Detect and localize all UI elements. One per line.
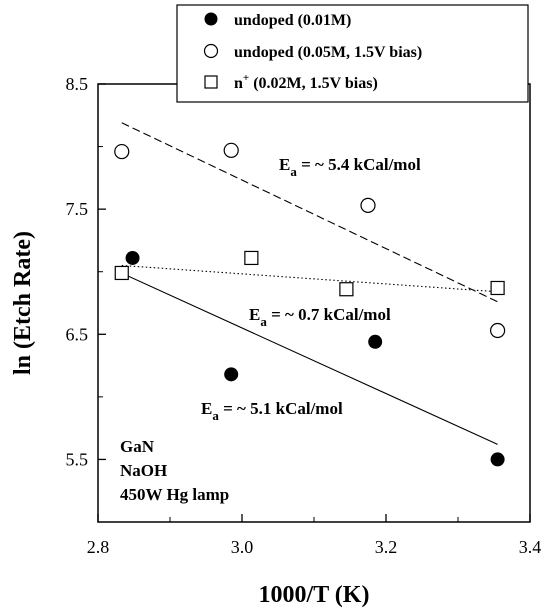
data-point-series-3	[490, 280, 505, 296]
legend-label-nplus: n+ (0.02M, 1.5V bias)	[234, 72, 378, 92]
axis-tick-labels: 2.8 3.0 3.2 3.4 5.5 6.5 7.5 8.5	[66, 74, 542, 557]
x-tick-label: 3.4	[519, 537, 542, 557]
legend-label-undoped-005: undoped (0.05M, 1.5V bias)	[234, 44, 422, 61]
annotation-ea-5-4: Ea = ~ 5.4 kCal/mol	[279, 155, 421, 179]
data-point-series-3	[114, 265, 129, 281]
data-point-series-1	[125, 250, 140, 265]
data-point-series-3	[339, 282, 354, 297]
x-axis-title: 1000/T (K)	[259, 582, 370, 608]
data-point-series-1	[224, 367, 239, 382]
data-point-series-2	[360, 197, 376, 213]
x-tick-label: 3.0	[231, 537, 254, 557]
y-tick-label: 7.5	[66, 199, 89, 219]
x-tick-label: 3.2	[375, 537, 398, 557]
legend-box	[176, 4, 529, 103]
data-point-series-1	[368, 334, 383, 349]
y-tick-label: 5.5	[66, 449, 89, 469]
legend-marker-filled-circle	[204, 12, 218, 26]
annotation-ea-5-1: Ea = ~ 5.1 kCal/mol	[201, 399, 343, 423]
data-points	[114, 142, 506, 467]
fit-line-series-1	[126, 274, 498, 445]
data-point-series-1	[490, 452, 505, 467]
fit-line-series-3	[121, 264, 498, 293]
legend-marker-open-square	[204, 75, 218, 89]
legend: undoped (0.01M) undoped (0.05M, 1.5V bia…	[176, 4, 529, 103]
data-point-series-2	[223, 142, 239, 158]
x-tick-label: 2.8	[87, 537, 110, 557]
fit-lines	[121, 122, 498, 445]
fit-line-series-2	[121, 122, 498, 303]
y-axis-title: ln (Etch Rate)	[10, 231, 36, 375]
data-point-series-3	[244, 250, 259, 266]
y-tick-label: 8.5	[66, 74, 89, 94]
axis-ticks	[97, 83, 531, 523]
note-material: GaN	[120, 437, 155, 456]
legend-label-undoped-001: undoped (0.01M)	[234, 12, 351, 29]
annotation-ea-0-7: Ea = ~ 0.7 kCal/mol	[249, 305, 391, 329]
note-etchant: NaOH	[120, 461, 167, 480]
data-point-series-2	[490, 322, 506, 339]
data-point-series-2	[114, 143, 130, 160]
legend-marker-open-circle	[203, 43, 219, 59]
plot-frame	[97, 83, 531, 523]
note-lamp: 450W Hg lamp	[120, 485, 229, 504]
y-tick-label: 6.5	[66, 324, 89, 344]
